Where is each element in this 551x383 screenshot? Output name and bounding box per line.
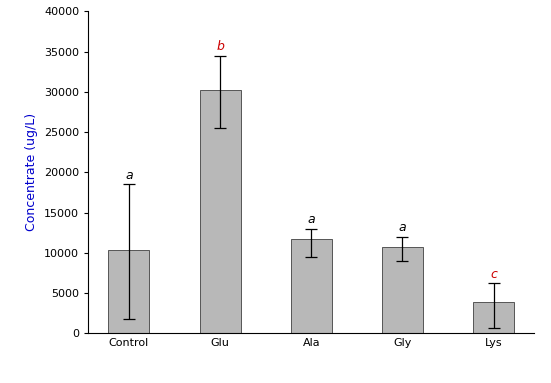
Bar (291, 239, 332, 333)
Text: b: b (216, 40, 224, 53)
Bar (109, 250, 149, 333)
Bar (473, 302, 514, 333)
Bar (382, 247, 423, 333)
Text: a: a (125, 169, 133, 182)
Y-axis label: Concentrate (ug/L): Concentrate (ug/L) (25, 113, 39, 231)
Text: a: a (307, 213, 315, 226)
Text: c: c (490, 268, 497, 281)
Text: a: a (399, 221, 406, 234)
Bar (199, 90, 241, 333)
